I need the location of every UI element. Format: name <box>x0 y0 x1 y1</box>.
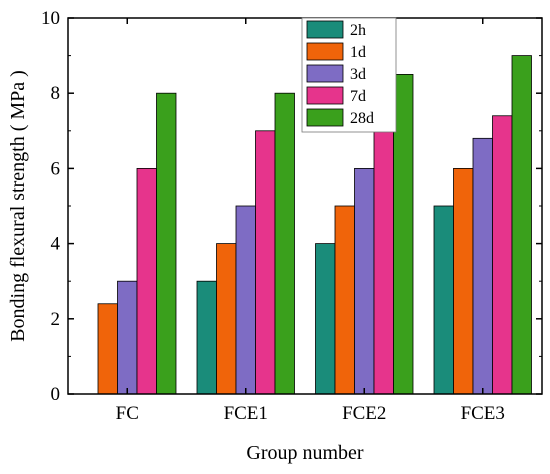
bar-fce3-2h <box>433 205 454 395</box>
bar-fce1-3d <box>235 205 256 395</box>
legend-label-2h: 2h <box>350 22 366 39</box>
bar-fce3-7d <box>492 115 513 395</box>
x-axis: FC FCE1 FCE2 FCE3 <box>116 18 505 424</box>
legend-label-3d: 3d <box>350 66 366 83</box>
legend-label-7d: 7d <box>350 88 366 105</box>
y-axis: 0 2 4 6 8 10 <box>41 8 542 405</box>
bar-fce1-2h <box>196 280 217 395</box>
bars-layer <box>97 55 532 395</box>
x-axis-title: Group number <box>246 442 364 464</box>
bar-fce2-1d <box>334 205 355 395</box>
x-tick-label: FCE1 <box>224 403 268 424</box>
x-tick-label: FCE3 <box>461 403 505 424</box>
y-axis-title: Bonding flexural strength ( MPa ) <box>7 70 29 342</box>
bar-fc-7d <box>136 167 157 395</box>
bar-fce1-7d <box>255 130 276 395</box>
bar-fce2-2h <box>315 243 336 395</box>
x-tick-label: FC <box>116 403 139 424</box>
legend-swatch-7d <box>306 86 344 105</box>
bar-fce2-3d <box>354 167 375 395</box>
y-tick-label: 4 <box>51 234 61 255</box>
x-tick-label: FCE2 <box>342 403 386 424</box>
bar-fc-1d <box>97 303 118 395</box>
bar-fce3-1d <box>453 167 474 395</box>
legend-label-28d: 28d <box>350 110 374 127</box>
y-tick-label: 0 <box>51 384 61 405</box>
bar-fc-28d <box>156 92 177 395</box>
bar-fce1-1d <box>216 243 237 395</box>
legend-swatch-2h <box>306 20 344 39</box>
bar-fce1-28d <box>274 92 295 395</box>
y-tick-label: 6 <box>51 158 61 179</box>
y-tick-label: 8 <box>51 83 61 104</box>
bar-fc-3d <box>117 280 138 395</box>
y-tick-label: 10 <box>41 8 60 29</box>
bar-fce3-3d <box>472 137 493 395</box>
legend: 2h 1d 3d 7d 28d <box>301 17 397 133</box>
bar-fce2-28d <box>393 74 414 395</box>
legend-swatch-3d <box>306 64 344 83</box>
bar-fce3-28d <box>511 55 532 395</box>
bar-fce2-7d <box>373 130 394 395</box>
y-tick-label: 2 <box>51 309 61 330</box>
legend-label-1d: 1d <box>350 44 366 61</box>
legend-swatch-28d <box>306 108 344 127</box>
legend-swatch-1d <box>306 42 344 61</box>
